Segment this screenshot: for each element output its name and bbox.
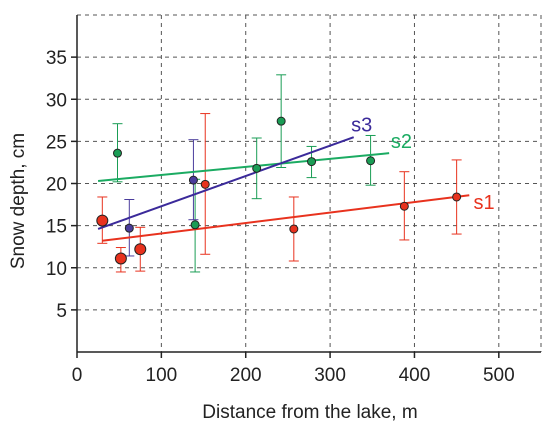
x-tick-label: 500	[483, 365, 515, 386]
series-label-s2: s2	[391, 131, 412, 153]
y-tick-label: 20	[46, 175, 67, 196]
data-point-s1	[399, 201, 409, 211]
data-point-s2	[276, 116, 286, 126]
data-point-s2	[252, 163, 262, 173]
data-point-s1	[289, 224, 299, 234]
y-tick-label: 30	[46, 90, 67, 111]
x-tick-label: 200	[230, 365, 262, 386]
data-point-s3	[124, 223, 134, 233]
y-tick-label: 10	[46, 259, 67, 280]
data-point-s1	[200, 179, 210, 189]
data-point-s1	[114, 252, 127, 265]
x-axis-title: Distance from the lake, m	[202, 402, 417, 423]
data-point-s2	[190, 220, 200, 230]
data-points	[96, 116, 462, 265]
y-axis-title: Snow depth, cm	[8, 133, 29, 269]
data-point-s2	[366, 156, 376, 166]
data-point-s1	[134, 243, 147, 256]
trend-line-s2	[97, 152, 390, 182]
tick-labels: 0 100 200 300 400 500 5 10 15 20 25 30 35	[46, 48, 515, 386]
data-point-s1	[96, 214, 109, 227]
y-tick-label: 5	[56, 301, 67, 322]
x-tick-label: 100	[146, 365, 178, 386]
trend-line-s1	[102, 194, 470, 242]
axes	[71, 15, 541, 358]
series-label-s3: s3	[351, 114, 372, 136]
data-point-s1	[452, 192, 462, 202]
x-tick-label: 400	[399, 365, 431, 386]
data-point-s3	[188, 175, 198, 185]
x-tick-label: 0	[72, 365, 83, 386]
series-labels: s1 s2 s3	[351, 114, 494, 214]
data-point-s2	[307, 157, 317, 167]
y-tick-label: 25	[46, 132, 67, 153]
grid	[77, 14, 542, 352]
error-bars	[97, 74, 462, 273]
data-point-s2	[112, 148, 122, 158]
y-tick-label: 15	[46, 217, 67, 238]
x-tick-label: 300	[314, 365, 346, 386]
trend-line-s3	[97, 136, 355, 230]
series-label-s1: s1	[474, 192, 495, 214]
y-tick-label: 35	[46, 48, 67, 69]
trend-lines	[97, 136, 470, 242]
